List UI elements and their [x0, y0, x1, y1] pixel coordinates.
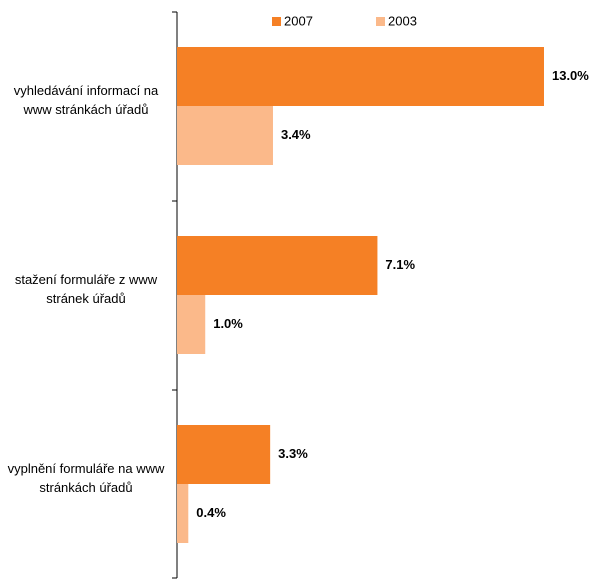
legend-label: 2003 [388, 13, 417, 28]
legend-swatch [272, 17, 281, 26]
bar [177, 106, 273, 165]
bar [177, 484, 189, 543]
legend-swatch [376, 17, 385, 26]
category-label: stažení formuláře z www stránek úřadů [14, 272, 158, 306]
bar [177, 295, 206, 354]
category-label: vyplnění formuláře na www stránkách úřad… [7, 461, 165, 495]
bar [177, 47, 544, 106]
value-label: 7.1% [385, 257, 415, 272]
value-label: 3.3% [278, 446, 308, 461]
category-label: vyhledávání informací na www stránkách ú… [13, 83, 159, 117]
legend-label: 2007 [284, 13, 313, 28]
value-label: 13.0% [552, 68, 589, 83]
value-label: 0.4% [196, 505, 226, 520]
bar [177, 425, 271, 484]
value-label: 3.4% [281, 127, 311, 142]
value-label: 1.0% [213, 316, 243, 331]
bar [177, 236, 378, 295]
